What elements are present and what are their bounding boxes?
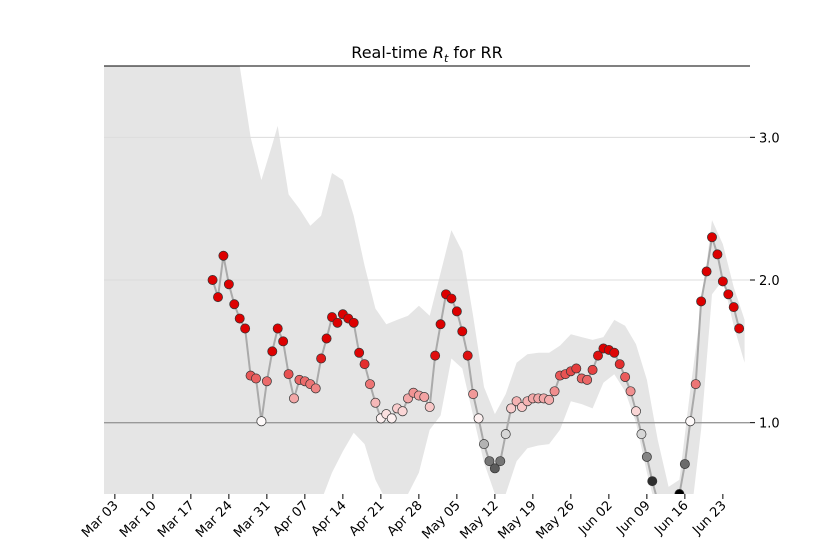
rt-point — [332, 317, 343, 328]
y-tick-label: 1.0 — [759, 417, 780, 432]
rt-point — [256, 416, 267, 427]
rt-point — [717, 276, 728, 287]
rt-point — [457, 326, 468, 337]
x-tick-label: May 12 — [457, 498, 501, 542]
x-tick-label: Jun 09 — [613, 498, 653, 538]
x-tick-label: Jun 23 — [689, 498, 729, 538]
x-tick-label: Apr 07 — [271, 498, 312, 539]
x-tick-label: May 05 — [419, 498, 463, 542]
rt-point — [484, 456, 495, 467]
x-tick-label: Mar 17 — [155, 498, 198, 541]
rt-point — [272, 323, 283, 334]
rt-point — [544, 394, 555, 405]
rt-point — [495, 456, 506, 467]
rt-point — [641, 451, 652, 462]
y-tick-label: 2.0 — [759, 274, 780, 289]
rt-point — [424, 402, 435, 412]
rt-point — [653, 497, 662, 506]
x-tick-label: Jun 16 — [651, 498, 691, 538]
rt-point — [479, 439, 489, 450]
x-tick-label: May 19 — [495, 498, 539, 542]
rt-point — [430, 350, 441, 361]
rt-point — [582, 374, 593, 385]
rt-point — [609, 347, 620, 358]
rt-point — [240, 323, 251, 334]
rt-point — [207, 275, 218, 285]
rt-point — [571, 363, 582, 374]
rt-point — [636, 429, 647, 440]
rt-point — [593, 350, 603, 361]
rt-point — [267, 346, 278, 357]
rt-point — [701, 266, 712, 277]
confidence-band — [104, 66, 745, 494]
x-tick-label: Mar 10 — [117, 498, 160, 541]
rt-point — [647, 476, 658, 487]
rt-point — [614, 359, 625, 370]
x-tick-label: Apr 14 — [309, 498, 350, 539]
rt-point — [278, 336, 289, 347]
y-tick-label: 3.0 — [759, 131, 780, 146]
rt-point — [397, 406, 408, 417]
rt-point — [213, 292, 223, 303]
rt-point — [549, 386, 560, 397]
rt-point — [435, 319, 446, 330]
x-tick-label: Mar 24 — [193, 498, 236, 541]
rt-point — [631, 406, 641, 417]
title-symbol: R — [433, 43, 444, 62]
x-tick-label: Jun 02 — [575, 498, 615, 538]
rt-point — [348, 317, 359, 328]
rt-point — [620, 372, 631, 382]
chart-title: Real-time Rt for RR — [351, 43, 502, 65]
rt-point — [734, 323, 745, 334]
rt-point — [473, 413, 484, 424]
rt-point — [489, 463, 500, 474]
rt-point — [707, 232, 717, 243]
rt-point — [365, 379, 375, 390]
rt-point — [679, 459, 690, 469]
rt-point — [316, 353, 327, 364]
rt-point — [674, 489, 685, 494]
rt-point — [712, 249, 723, 260]
rt-point — [451, 306, 462, 317]
rt-point — [685, 416, 696, 427]
title-suffix: for RR — [453, 43, 502, 62]
rt-point — [234, 313, 245, 324]
rt-point — [289, 393, 299, 404]
title-prefix: Real-time — [351, 43, 427, 62]
rt-point — [359, 359, 370, 370]
rt-point — [500, 429, 511, 440]
rt-point — [625, 386, 636, 397]
rt-point — [587, 364, 598, 375]
rt-point — [728, 302, 739, 313]
x-tick-label: Mar 31 — [231, 498, 274, 541]
rt-point — [723, 289, 734, 300]
rt-point — [251, 373, 261, 384]
rt-point — [419, 392, 430, 402]
rt-point — [370, 397, 381, 408]
rt-point — [218, 250, 229, 261]
x-tick-label: Mar 03 — [79, 498, 122, 541]
rt-point — [261, 376, 272, 387]
rt-point — [446, 293, 457, 304]
rt-point — [321, 333, 332, 344]
rt-point — [283, 369, 294, 380]
rt-point — [468, 389, 479, 400]
rt-point — [506, 403, 517, 414]
rt-point — [462, 350, 473, 361]
rt-point — [223, 279, 234, 290]
rt-point — [386, 413, 397, 424]
rt-point — [696, 296, 707, 307]
x-tick-label: Apr 21 — [347, 498, 388, 539]
rt-point — [690, 379, 701, 390]
plot-area — [104, 66, 750, 506]
rt-point — [229, 299, 240, 310]
title-subscript: t — [444, 52, 449, 65]
x-tick-label: May 26 — [533, 498, 577, 542]
rt-point — [310, 383, 321, 394]
rt-point — [354, 347, 365, 358]
